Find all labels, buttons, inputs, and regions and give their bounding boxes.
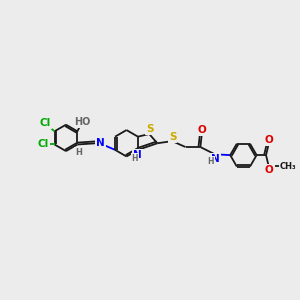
Text: Cl: Cl (37, 140, 49, 149)
Text: HO: HO (75, 117, 91, 127)
Text: H: H (131, 154, 138, 163)
Text: H: H (75, 148, 82, 157)
Text: O: O (265, 134, 274, 145)
Text: S: S (146, 124, 154, 134)
Text: O: O (265, 165, 274, 176)
Text: S: S (169, 132, 176, 142)
Text: N: N (133, 150, 142, 160)
Text: N: N (96, 138, 105, 148)
Text: CH₃: CH₃ (280, 162, 297, 171)
Text: H: H (207, 157, 214, 166)
Text: O: O (197, 125, 206, 135)
Text: N: N (211, 154, 220, 164)
Text: Cl: Cl (40, 118, 51, 128)
